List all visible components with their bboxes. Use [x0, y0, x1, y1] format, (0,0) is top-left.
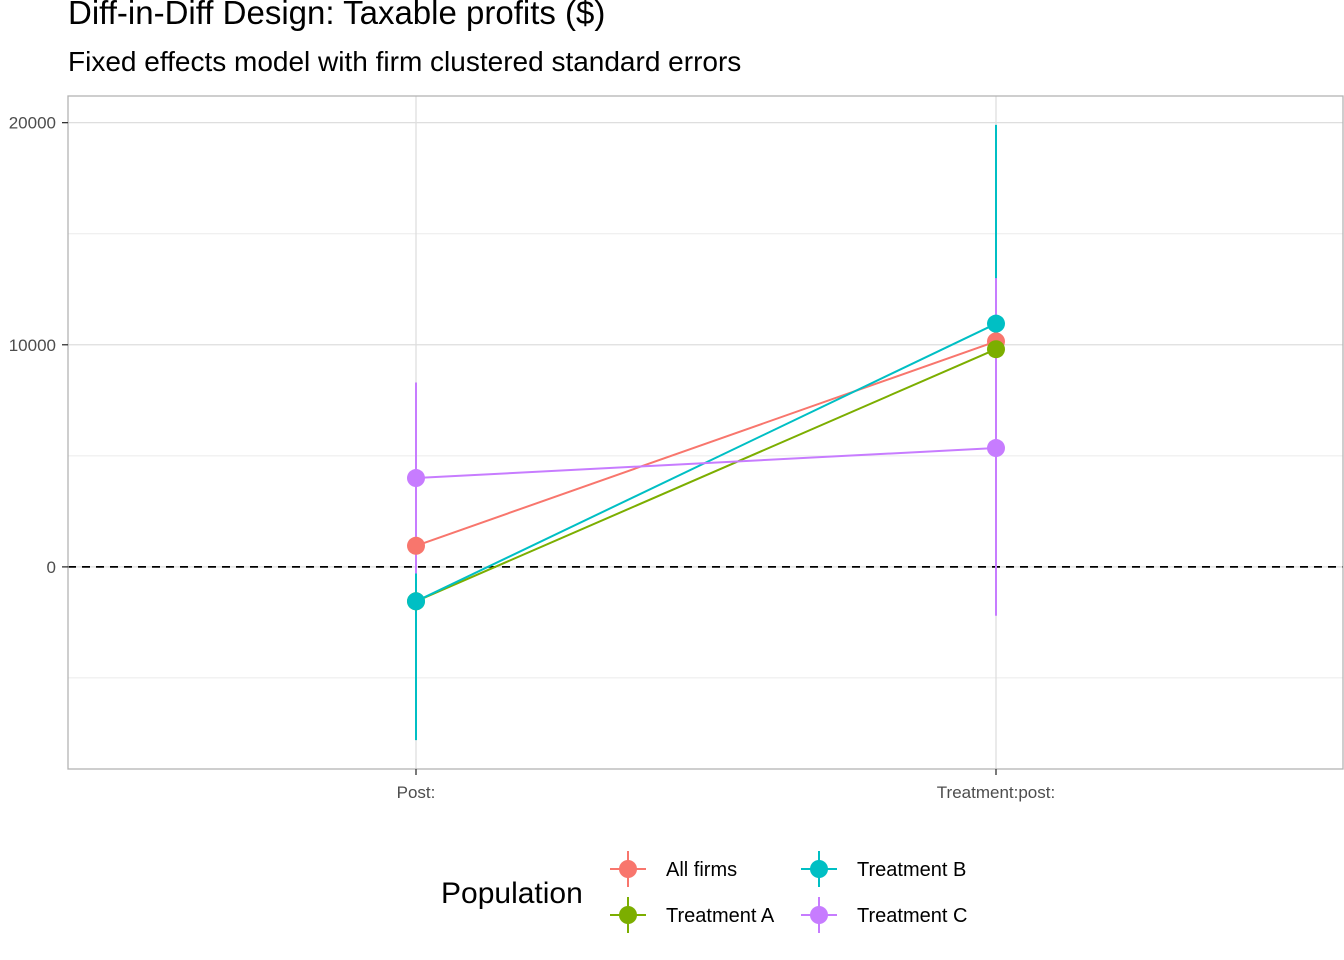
x-axis-ticks: Post: Treatment:post: [397, 769, 1055, 802]
legend-key-point [619, 906, 637, 924]
legend-label: Treatment C [857, 905, 967, 927]
x-tick-label: Treatment:post: [937, 783, 1055, 802]
data-point [407, 536, 425, 555]
data-point [987, 340, 1005, 359]
legend-key-point [810, 906, 828, 924]
y-tick-label: 20000 [9, 114, 56, 133]
data-point [407, 469, 425, 488]
panel-border [67, 95, 1344, 770]
series-lines [415, 322, 997, 603]
data-points [407, 314, 1005, 611]
legend-title: Population [441, 877, 583, 910]
legend: Population All firms Treatment A Treatment… [441, 851, 967, 933]
legend-label: All firms [666, 859, 737, 881]
legend-key-point [810, 860, 828, 878]
y-tick-label: 10000 [9, 336, 56, 355]
legend-label: Treatment B [857, 859, 966, 881]
major-gridlines [68, 96, 1343, 769]
chart-subtitle: Fixed effects model with firm clustered … [68, 46, 742, 77]
data-point [987, 314, 1005, 333]
series-line [415, 348, 997, 603]
chart-title: Diff-in-Diff Design: Taxable profits ($) [68, 0, 606, 31]
y-axis-ticks: 0 10000 20000 [9, 114, 68, 577]
data-point [407, 592, 425, 611]
x-tick-label: Post: [397, 783, 436, 802]
error-bars [415, 124, 997, 741]
series-line [415, 340, 997, 547]
minor-gridlines [68, 233, 1343, 679]
y-tick-label: 0 [47, 558, 56, 577]
data-point [987, 439, 1005, 458]
legend-label: Treatment A [666, 905, 775, 927]
series-line [415, 447, 997, 480]
legend-key-point [619, 860, 637, 878]
